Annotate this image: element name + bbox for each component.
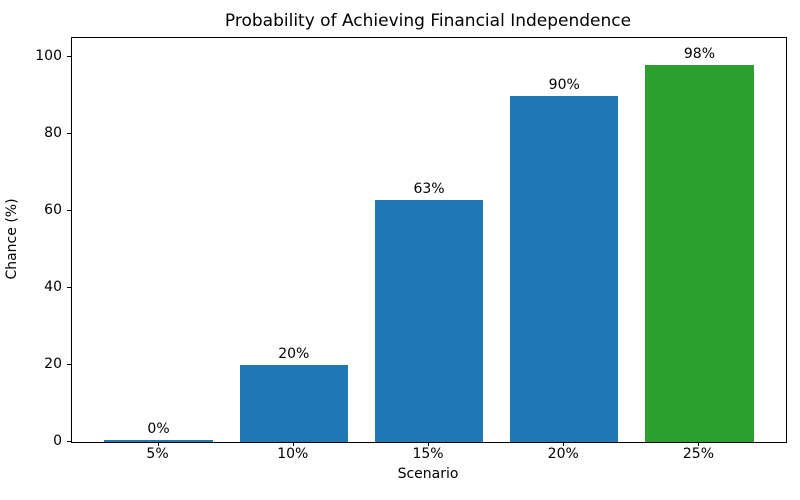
y-tick-label: 20 xyxy=(44,356,62,373)
chart-title: Probability of Achieving Financial Indep… xyxy=(224,11,632,31)
bar-value-label: 98% xyxy=(683,45,716,62)
x-tick-label: 20% xyxy=(547,446,579,462)
x-tick-label: 5% xyxy=(146,446,169,462)
bar-value-label: 20% xyxy=(278,346,310,363)
bar-value-label: 90% xyxy=(548,76,580,93)
x-tick-label: 25% xyxy=(682,446,715,462)
bar-20% xyxy=(510,95,619,442)
y-tick-label: 100 xyxy=(35,48,62,65)
x-tick-mark xyxy=(157,442,159,446)
bar-value-label: 63% xyxy=(413,180,445,197)
x-axis-label: Scenario xyxy=(397,466,459,482)
x-tick-label: 15% xyxy=(412,446,444,462)
y-tick-label: 40 xyxy=(44,279,62,296)
y-tick-mark xyxy=(67,56,71,58)
x-tick-mark xyxy=(698,442,700,446)
x-tick-mark xyxy=(428,442,429,446)
x-tick-mark xyxy=(563,442,565,446)
y-tick-label: 60 xyxy=(44,202,62,219)
x-tick-label: 10% xyxy=(277,446,309,462)
bar-15% xyxy=(374,199,484,442)
y-tick-mark xyxy=(67,364,71,366)
plot-area: 0% 20% 63% 90% 98% xyxy=(71,37,787,443)
y-tick-label: 0 xyxy=(53,433,62,449)
bar-5% xyxy=(104,440,213,442)
x-tick-mark xyxy=(292,442,294,446)
bar-25% xyxy=(645,64,754,442)
y-tick-mark xyxy=(67,441,71,442)
y-tick-mark xyxy=(67,133,71,135)
y-tick-mark xyxy=(67,210,71,212)
bar-10% xyxy=(239,365,348,442)
y-tick-label: 80 xyxy=(44,125,62,142)
bar-value-label: 0% xyxy=(147,421,170,437)
y-tick-mark xyxy=(67,287,71,289)
